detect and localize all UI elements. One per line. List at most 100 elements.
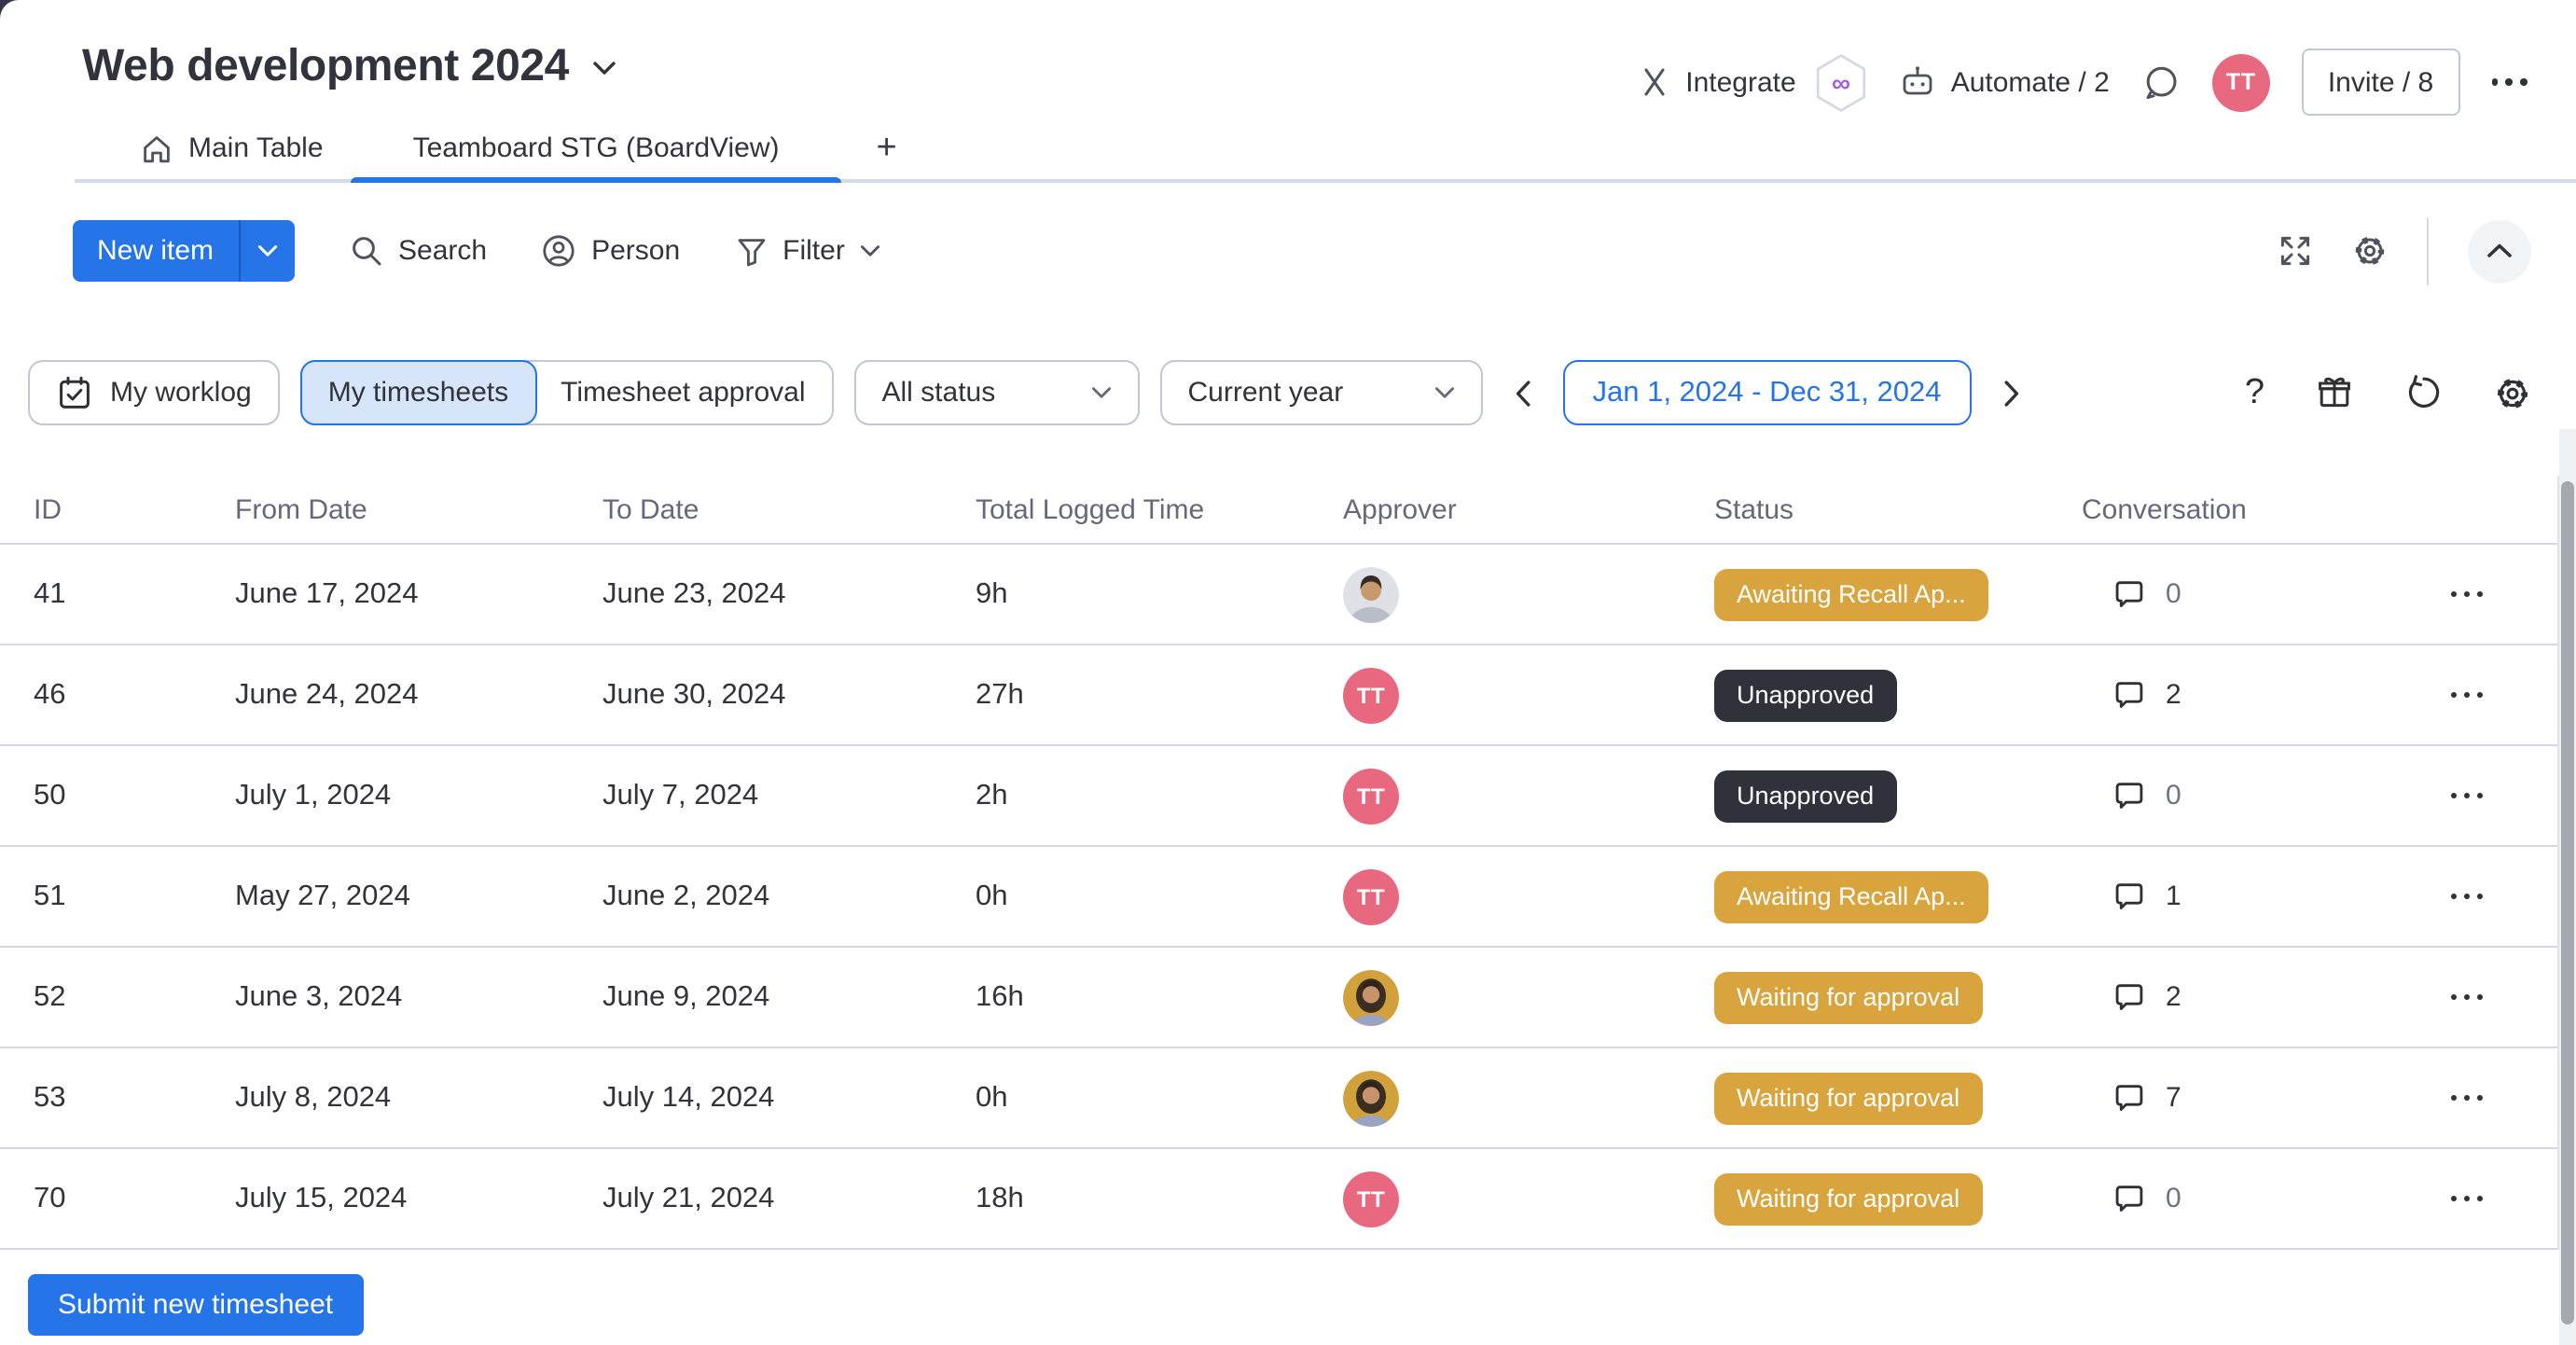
row-menu-dots[interactable] <box>2450 993 2483 1001</box>
help-icon[interactable]: ? <box>2244 373 2264 412</box>
new-item-button[interactable]: New item <box>73 220 295 282</box>
automate-button[interactable]: Automate / 2 <box>1899 63 2110 101</box>
speech-bubble-icon <box>2112 1080 2147 1116</box>
person-filter-button[interactable]: Person <box>541 233 680 269</box>
status-badge[interactable]: Waiting for approval <box>1714 1072 1983 1124</box>
search-button[interactable]: Search <box>348 233 487 269</box>
row-menu-dots[interactable] <box>2450 792 2483 799</box>
status-badge[interactable]: Awaiting Recall Ap... <box>1714 870 1988 922</box>
submit-new-timesheet-button[interactable]: Submit new timesheet <box>28 1274 364 1336</box>
conversation-button[interactable]: 2 <box>2082 677 2343 713</box>
conversation-button[interactable]: 0 <box>2082 1181 2343 1216</box>
conversation-button[interactable]: 7 <box>2082 1080 2343 1116</box>
conversation-count: 2 <box>2166 679 2181 711</box>
fullscreen-icon[interactable] <box>2278 233 2313 269</box>
new-item-caret-icon[interactable] <box>240 220 294 282</box>
integrate-button[interactable]: Integrate ∞ <box>1637 51 1866 113</box>
cell-from-date: June 17, 2024 <box>235 577 419 609</box>
table-body: 41 June 17, 2024 June 23, 2024 9h Awaiti… <box>0 545 2557 1250</box>
row-menu-dots[interactable] <box>2450 1094 2483 1102</box>
prev-period-icon[interactable] <box>1503 372 1543 413</box>
tab-board-view[interactable]: Teamboard STG (BoardView) <box>351 114 842 183</box>
filter-button[interactable]: Filter <box>734 234 880 268</box>
cell-total-logged: 18h <box>976 1182 1024 1213</box>
next-period-icon[interactable] <box>1992 372 2031 413</box>
speech-bubble-icon <box>2112 1181 2147 1216</box>
cell-to-date: June 30, 2024 <box>602 678 786 710</box>
speech-bubble-icon <box>2112 677 2147 713</box>
board-more-menu[interactable] <box>2491 78 2528 86</box>
user-avatar[interactable]: TT <box>2211 53 2270 111</box>
status-badge[interactable]: Waiting for approval <box>1714 971 1983 1023</box>
status-badge[interactable]: Waiting for approval <box>1714 1172 1983 1225</box>
row-menu-dots[interactable] <box>2450 893 2483 900</box>
conversation-button[interactable]: 0 <box>2082 576 2343 612</box>
row-menu-dots[interactable] <box>2450 691 2483 699</box>
conversation-count: 1 <box>2166 880 2181 912</box>
cell-to-date: July 21, 2024 <box>602 1182 775 1213</box>
my-timesheets-tab[interactable]: My timesheets <box>299 360 537 425</box>
cell-id: 70 <box>34 1182 66 1213</box>
approver-avatar[interactable]: TT <box>1343 667 1399 723</box>
cell-from-date: May 27, 2024 <box>235 880 410 911</box>
speech-bubble-icon <box>2112 879 2147 914</box>
automate-label: Automate / 2 <box>1950 66 2110 98</box>
table-row: 52 June 3, 2024 June 9, 2024 16h Waiting… <box>0 948 2557 1048</box>
integrations-badge-icon[interactable]: ∞ <box>1815 51 1867 113</box>
scrollbar-thumb[interactable] <box>2561 481 2574 1324</box>
chevron-down-icon <box>1434 387 1454 398</box>
chevron-down-icon <box>1091 387 1111 398</box>
period-select[interactable]: Current year <box>1159 360 1483 425</box>
speech-bubble-icon <box>2112 979 2147 1015</box>
gift-icon[interactable] <box>2315 373 2354 412</box>
approver-avatar[interactable]: TT <box>1343 768 1399 824</box>
table-row: 50 July 1, 2024 July 7, 2024 2h TT Unapp… <box>0 746 2557 847</box>
col-to-date: To Date <box>602 493 699 525</box>
approver-avatar[interactable] <box>1343 1070 1399 1126</box>
my-worklog-button[interactable]: My worklog <box>28 360 280 425</box>
approver-avatar[interactable] <box>1343 566 1399 622</box>
col-id: ID <box>34 493 62 525</box>
cell-id: 51 <box>34 880 66 911</box>
board-menu-chevron-icon[interactable] <box>591 59 617 76</box>
new-item-label[interactable]: New item <box>97 235 215 267</box>
row-menu-dots[interactable] <box>2450 1195 2483 1202</box>
table-row: 70 July 15, 2024 July 21, 2024 18h TT Wa… <box>0 1149 2557 1250</box>
conversation-button[interactable]: 2 <box>2082 979 2343 1015</box>
status-badge[interactable]: Awaiting Recall Ap... <box>1714 568 1988 620</box>
approver-avatar[interactable]: TT <box>1343 1171 1399 1227</box>
col-status: Status <box>1714 493 1794 525</box>
approver-avatar[interactable]: TT <box>1343 868 1399 924</box>
tab-main-table[interactable]: Main Table <box>112 114 352 183</box>
conversation-button[interactable]: 0 <box>2082 778 2343 813</box>
add-view-button[interactable]: + <box>876 128 897 167</box>
timesheet-approval-tab[interactable]: Timesheet approval <box>561 377 806 409</box>
cell-id: 41 <box>34 577 66 609</box>
cell-from-date: June 3, 2024 <box>235 980 403 1012</box>
conversation-button[interactable]: 1 <box>2082 879 2343 914</box>
widget-settings-gear-icon[interactable] <box>2494 374 2531 411</box>
tab-label: Teamboard STG (BoardView) <box>412 132 780 164</box>
status-badge[interactable]: Unapproved <box>1714 770 1897 822</box>
chat-icon[interactable] <box>2141 62 2181 102</box>
status-select[interactable]: All status <box>853 360 1140 425</box>
table-row: 41 June 17, 2024 June 23, 2024 9h Awaiti… <box>0 545 2557 645</box>
integrate-label: Integrate <box>1685 66 1796 98</box>
cell-total-logged: 16h <box>976 980 1024 1012</box>
approver-avatar[interactable] <box>1343 969 1399 1025</box>
board-toolbar: New item Search Person Filter <box>73 217 2531 284</box>
board-title[interactable]: Web development 2024 <box>82 41 569 91</box>
reset-icon[interactable] <box>2404 373 2444 412</box>
status-badge[interactable]: Unapproved <box>1714 669 1897 721</box>
row-menu-dots[interactable] <box>2450 590 2483 598</box>
table-row: 51 May 27, 2024 June 2, 2024 0h TT Await… <box>0 847 2557 948</box>
invite-button[interactable]: Invite / 8 <box>2301 49 2460 116</box>
robot-icon <box>1899 63 1936 101</box>
cell-from-date: July 15, 2024 <box>235 1182 408 1213</box>
collapse-header-button[interactable] <box>2468 219 2531 283</box>
integrate-icon <box>1637 67 1670 97</box>
cell-to-date: June 2, 2024 <box>602 880 770 911</box>
date-range-button[interactable]: Jan 1, 2024 - Dec 31, 2024 <box>1562 360 1972 425</box>
board-settings-gear-icon[interactable] <box>2352 233 2388 269</box>
